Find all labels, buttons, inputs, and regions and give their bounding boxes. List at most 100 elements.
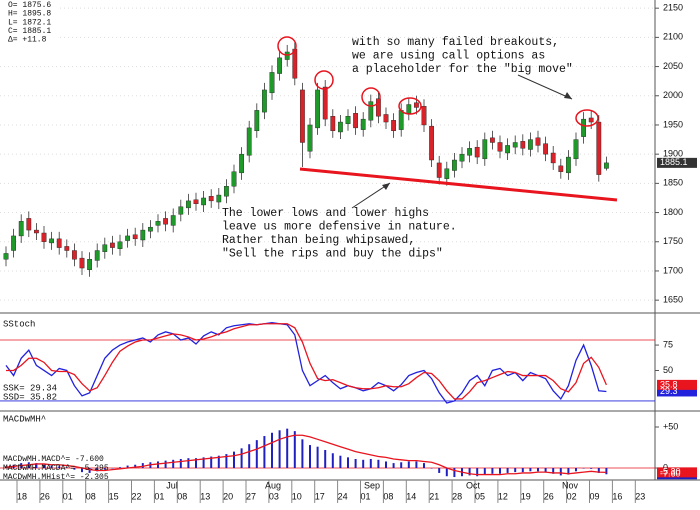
macd-bar — [362, 459, 365, 469]
macd-bar — [217, 455, 220, 469]
x-tick-label: 01 — [360, 491, 370, 501]
y-tick-label: 1650 — [663, 295, 683, 305]
macd-bar — [81, 468, 83, 473]
candle-body — [163, 218, 168, 225]
x-tick-label: 27 — [246, 491, 256, 501]
macd-bar — [453, 468, 456, 478]
panel-title: SStoch — [3, 319, 35, 329]
candle-body — [216, 194, 222, 203]
legend-entry: MACDwMH.MHist^= -2.305 — [3, 473, 109, 482]
candle-body — [155, 221, 161, 226]
macd-bar — [369, 459, 372, 469]
macd-bar — [521, 468, 524, 473]
highlight-circle — [314, 70, 334, 90]
candle-body — [185, 200, 191, 209]
candle-body — [246, 127, 252, 156]
macd-bar — [111, 468, 114, 469]
x-tick-label: 02 — [567, 491, 577, 501]
y-tick-label: 2100 — [663, 32, 683, 42]
macd-bar — [491, 468, 494, 474]
value-tag — [657, 467, 697, 478]
macd-bar — [316, 446, 319, 469]
candle-body — [94, 250, 100, 261]
macd-bar — [331, 453, 334, 469]
macd-bar — [407, 461, 410, 469]
annotation-text: with so many failed breakouts, — [352, 36, 559, 49]
candle-body — [550, 152, 556, 164]
macd-bar — [157, 461, 159, 469]
candle-body — [193, 199, 199, 205]
macd-bar — [400, 462, 403, 469]
annotation-text: Rather than being whipsawed, — [222, 234, 415, 247]
candle-body — [558, 165, 564, 172]
candle-body — [520, 141, 526, 149]
arrow — [517, 74, 573, 100]
ohlc-readout: H= 1895.8 — [8, 10, 51, 19]
macd-bar — [339, 455, 342, 469]
x-tick-label: 22 — [131, 491, 141, 501]
indicator-line — [5, 434, 607, 476]
y-tick-label: 50 — [663, 365, 673, 375]
y-tick-label: +50 — [663, 421, 678, 431]
candle-body — [307, 124, 313, 152]
macd-bar — [255, 440, 258, 469]
candle-body — [604, 162, 609, 169]
y-tick-label: 1800 — [663, 207, 683, 217]
candle-body — [383, 114, 389, 123]
candle-body — [178, 206, 184, 215]
candle-body — [368, 101, 374, 121]
x-tick-label: 12 — [498, 491, 508, 501]
macd-bar — [126, 465, 129, 469]
candle-body — [398, 110, 404, 130]
macd-bar — [529, 468, 532, 472]
macd-bar — [575, 468, 577, 472]
candle-body — [436, 162, 442, 178]
value-tag-label: 1885.1 — [660, 157, 688, 167]
macd-bar — [119, 467, 121, 469]
macd-bar — [590, 468, 593, 469]
x-tick-label: 26 — [40, 491, 50, 501]
macd-bar — [286, 428, 289, 469]
candle-body — [41, 232, 47, 242]
candle-body — [79, 257, 85, 269]
candle-body — [391, 120, 396, 132]
arrow — [351, 182, 391, 209]
legend-entry: MACDwMH.MACD^= -7.600 — [3, 455, 104, 464]
macd-bar — [559, 468, 562, 476]
value-tag-label: 35.8 — [660, 379, 678, 389]
highlight-circle — [361, 87, 381, 107]
candle-body — [360, 118, 366, 130]
x-tick-label: 08 — [86, 491, 96, 501]
x-tick-label: 05 — [475, 491, 485, 501]
candle-body — [459, 153, 465, 162]
arrow-head — [564, 92, 572, 99]
macd-bar — [263, 436, 266, 469]
macd-bar — [354, 459, 357, 469]
annotation-text: "Sell the rips and buy the dips" — [222, 248, 443, 261]
macd-bar — [248, 444, 251, 469]
candle-body — [315, 89, 320, 129]
y-tick-label: 0 — [663, 462, 668, 472]
macd-bar — [438, 468, 441, 473]
macd-bar — [43, 464, 45, 469]
candle-body — [87, 259, 93, 270]
macd-bar — [210, 456, 213, 469]
macd-bar — [423, 463, 425, 469]
candle-body — [345, 116, 351, 124]
macd-bar — [179, 459, 182, 469]
candle-body — [231, 171, 237, 187]
macd-bar — [597, 468, 600, 473]
candle-body — [18, 221, 24, 237]
x-tick-label: 19 — [521, 491, 531, 501]
x-tick-label: 23 — [635, 491, 645, 501]
value-tag-label: 29.3 — [660, 386, 678, 396]
candle-body — [140, 229, 146, 241]
candle-body — [573, 139, 579, 160]
highlight-circle — [398, 97, 422, 115]
macd-bar — [506, 468, 509, 473]
candle-body — [414, 102, 419, 108]
candle-body — [102, 244, 108, 252]
macd-bar — [240, 448, 243, 469]
macd-bar — [134, 464, 137, 469]
macd-bar — [347, 457, 349, 469]
